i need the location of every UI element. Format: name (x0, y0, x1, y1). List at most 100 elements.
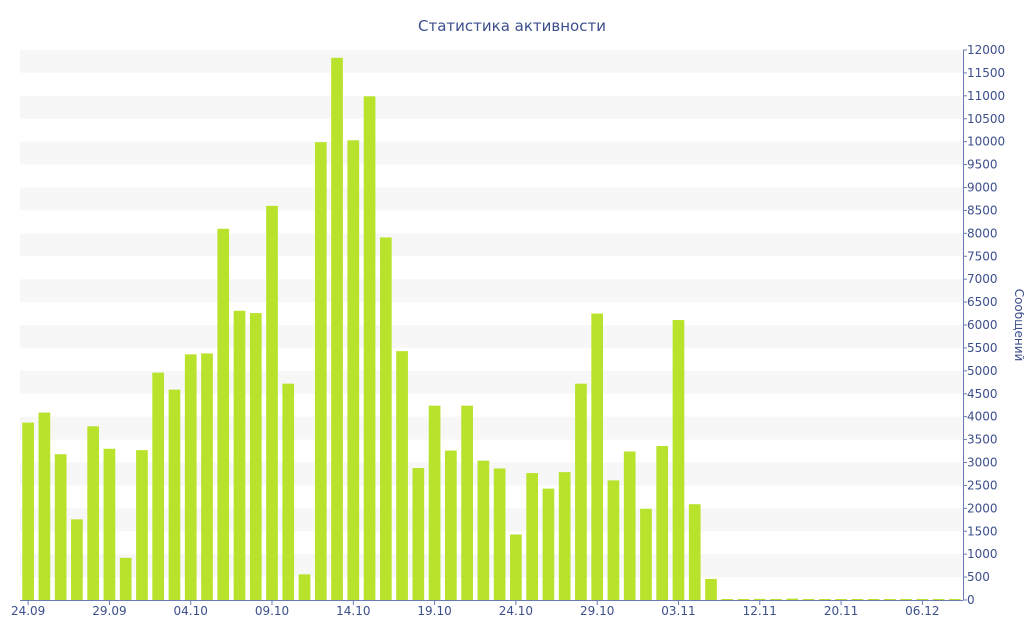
bar (737, 599, 750, 600)
bar (249, 313, 262, 600)
x-tick-label: 09.10 (255, 604, 289, 618)
x-tick-label: 24.09 (11, 604, 45, 618)
x-axis-ticks: 24.09 29.09 04.10 09.10 14.10 19.10 24.10 29.10… (11, 600, 940, 618)
grid-band (20, 279, 963, 303)
bar (900, 599, 912, 600)
bar (217, 228, 230, 600)
y-tick-label: 8500 (967, 203, 998, 217)
y-tick-label: 8000 (967, 226, 998, 240)
y-tick-label: 9000 (967, 181, 998, 195)
y-tick-label: 5000 (967, 364, 998, 378)
y-tick-label: 3500 (967, 433, 998, 447)
bar (22, 422, 34, 600)
y-tick-label: 2500 (967, 478, 998, 492)
x-tick-label: 29.10 (580, 604, 614, 618)
bar (526, 473, 538, 600)
bar (136, 450, 148, 600)
bar (916, 599, 929, 600)
bar (298, 574, 311, 600)
bar (705, 578, 717, 600)
bar (314, 142, 327, 600)
bar (753, 598, 766, 600)
bar (119, 557, 132, 600)
bar (331, 57, 343, 600)
bar (54, 454, 67, 600)
bar (932, 599, 945, 600)
bar (883, 599, 896, 600)
bar (87, 426, 100, 600)
y-tick-label: 4500 (967, 387, 998, 401)
x-tick-label: 12.11 (743, 604, 777, 618)
y-tick-label: 4000 (967, 410, 998, 424)
bars (22, 57, 961, 601)
bar (575, 383, 587, 600)
grid-band (20, 50, 963, 73)
y-axis-label: Сообщений (1012, 289, 1024, 362)
y-tick-label: 7500 (967, 249, 998, 263)
y-tick-label: 6000 (967, 318, 998, 332)
bar (379, 237, 392, 601)
bar (802, 599, 815, 600)
bar (103, 448, 116, 600)
y-tick-label: 11500 (967, 66, 1005, 80)
y-tick-label: 9500 (967, 158, 998, 172)
y-tick-label: 500 (967, 570, 990, 584)
bar (477, 460, 490, 600)
bar (835, 599, 847, 600)
bar (640, 508, 652, 600)
bar (201, 353, 213, 600)
bar (786, 598, 799, 600)
x-tick-label: 14.10 (336, 604, 370, 618)
y-tick-label: 10000 (967, 135, 1005, 149)
y-tick-label: 10500 (967, 112, 1005, 126)
grid-band (20, 187, 963, 211)
bar (233, 310, 246, 600)
bar (461, 405, 473, 600)
y-tick-label: 12000 (967, 43, 1005, 57)
x-tick-label: 24.10 (499, 604, 533, 618)
bar (282, 383, 295, 600)
bar (412, 468, 425, 600)
x-tick-label: 20.11 (824, 604, 858, 618)
bar (493, 468, 506, 600)
bar (445, 450, 457, 600)
bar (949, 599, 961, 600)
y-axis-ticks: 0 500 1000 1500 2000 2500 3000 3500 4000 4500 5000… (963, 43, 1005, 607)
bar (396, 351, 408, 600)
x-tick-label: 19.10 (417, 604, 451, 618)
bar (656, 446, 669, 600)
y-tick-label: 1000 (967, 547, 998, 561)
x-tick-label: 03.11 (661, 604, 695, 618)
bar (428, 405, 441, 600)
bar (623, 451, 636, 600)
bar (721, 599, 734, 600)
grid-band (20, 141, 963, 165)
x-tick-label: 06.12 (905, 604, 939, 618)
grid-band (20, 233, 963, 257)
y-tick-label: 3000 (967, 456, 998, 470)
grid-band (20, 325, 963, 348)
bar (363, 96, 376, 601)
y-tick-label: 5500 (967, 341, 998, 355)
bar (607, 480, 620, 600)
bar (867, 599, 880, 600)
x-tick-label: 04.10 (174, 604, 208, 618)
bar (71, 519, 83, 600)
grid-bands (20, 50, 963, 578)
bar (168, 389, 181, 600)
bar (266, 205, 278, 601)
bar (770, 599, 782, 600)
bar (672, 319, 685, 600)
bar (184, 354, 197, 600)
bar (510, 534, 522, 600)
bar (152, 372, 165, 600)
bar (38, 412, 51, 600)
grid-band (20, 95, 963, 119)
bar (542, 488, 555, 600)
bar (688, 504, 701, 600)
bar (347, 140, 360, 600)
chart-title: Статистика активности (418, 17, 606, 35)
bar (818, 599, 831, 600)
